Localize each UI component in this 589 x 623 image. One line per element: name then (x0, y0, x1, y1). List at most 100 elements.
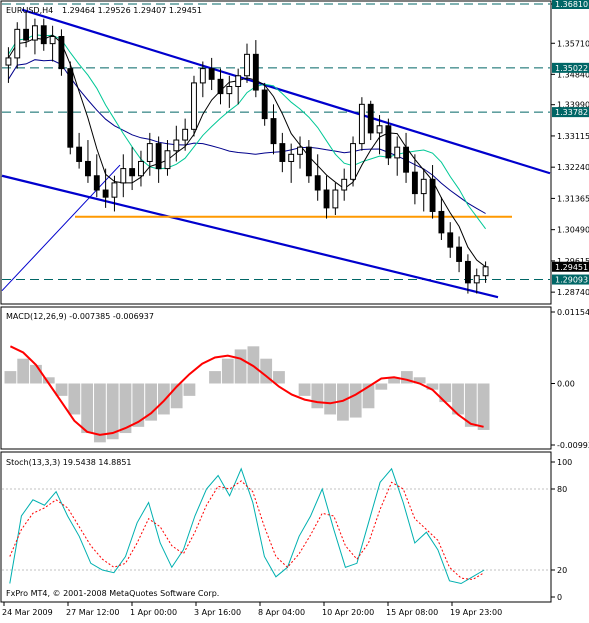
price-pane-frame (0, 0, 552, 305)
candle-body (385, 125, 392, 159)
candle-body (314, 175, 321, 191)
macd-bar (94, 383, 106, 443)
candle-body (341, 178, 348, 191)
candle-body (411, 171, 418, 195)
level-label-box (552, 274, 589, 285)
macd-bar (247, 346, 260, 384)
current-price-box (552, 261, 589, 272)
price-tick-label: 1.31365 (557, 194, 589, 203)
candle-body (49, 35, 56, 45)
macd-bar (81, 383, 94, 434)
macd-bar (119, 383, 132, 434)
macd-bar (234, 349, 247, 384)
macd-bar (4, 371, 17, 384)
stoch-tick-label: 0 (557, 593, 562, 602)
candle-body (173, 139, 180, 152)
level-label: 1.36810 (555, 0, 588, 9)
macd-tick-label: -0.00993 (557, 441, 589, 450)
price-tick-label: 1.28740 (557, 288, 589, 297)
macd-bar (337, 383, 349, 421)
candle-body (5, 57, 12, 66)
candle-body (40, 25, 47, 45)
level-label-box (552, 62, 589, 73)
macd-bar (324, 383, 337, 415)
macd-bar (311, 383, 324, 409)
candle-body (191, 82, 197, 130)
stoch-tick-label: 100 (557, 458, 572, 467)
stoch-signal-line (9, 480, 485, 581)
time-tick-label: 10 Apr 20:00 (322, 608, 374, 617)
macd-bar (273, 371, 285, 384)
candle-body (217, 78, 224, 95)
level-label: 1.33782 (555, 108, 588, 117)
price-pane (1, 3, 551, 299)
candle-body (252, 53, 259, 91)
level-label: 1.35022 (555, 64, 588, 73)
stoch-tick-label: 20 (557, 566, 567, 575)
candle-body (111, 182, 118, 198)
macd-bar (42, 377, 55, 384)
candle-body (235, 75, 242, 87)
candle-body (482, 266, 489, 277)
macd-title: MACD(12,26,9) -0.007385 -0.006937 (6, 312, 154, 321)
candle-body (403, 146, 409, 173)
candle-body (288, 153, 295, 162)
candle-body (438, 210, 445, 234)
macd-tick-label: 0.00 (557, 379, 575, 388)
candle-body (358, 103, 365, 145)
candle-body (473, 275, 480, 284)
macd-bar (388, 377, 400, 384)
candle-body (332, 189, 339, 209)
candle-body (23, 28, 30, 41)
level-label-box (552, 0, 589, 9)
candle-body (58, 35, 65, 70)
level-label: 1.29093 (555, 276, 588, 285)
macd-bar (145, 383, 157, 421)
macd-tick-label: 0.01154 (557, 308, 589, 317)
candle-body (456, 246, 463, 262)
stoch-pane (2, 467, 550, 585)
candle-body (129, 168, 136, 177)
candle-body (76, 146, 83, 162)
candle-body (208, 68, 215, 80)
copyright-text: FxPro MT4, © 2001-2008 MetaQuotes Softwa… (6, 589, 219, 598)
macd-bar (413, 377, 426, 384)
macd-pane (4, 345, 490, 443)
candle-body (447, 232, 454, 248)
macd-bar (68, 383, 81, 415)
thin-trendline (1, 164, 121, 292)
price-tick-label: 1.33990 (557, 101, 589, 110)
candle-body (297, 146, 303, 155)
candle-body (138, 160, 144, 177)
stoch-tick-label: 80 (557, 485, 567, 494)
macd-bar (477, 383, 490, 430)
price-tick-label: 1.34840 (557, 70, 589, 79)
candle-body (31, 25, 38, 41)
price-tick-label: 1.35710 (557, 39, 589, 48)
price-tick-label: 1.32240 (557, 163, 589, 172)
time-tick-label: 3 Apr 16:00 (194, 608, 241, 617)
macd-bar (157, 383, 170, 415)
candle-body (164, 150, 171, 170)
macd-bar (30, 364, 42, 384)
candle-body (305, 146, 312, 177)
candle-body (226, 85, 233, 95)
macd-signal-line (9, 345, 484, 436)
time-tick-label: 15 Apr 08:00 (386, 608, 438, 617)
macd-bar (439, 383, 452, 403)
macd-bar (106, 383, 119, 440)
time-tick-label: 24 Mar 2009 (2, 608, 53, 617)
macd-bar (132, 383, 145, 427)
candle-body (146, 143, 153, 162)
candle-body (244, 53, 250, 77)
candle-body (85, 160, 91, 177)
candle-body (420, 178, 427, 195)
macd-bar (209, 371, 221, 384)
candle-body (279, 143, 286, 162)
time-tick-label: 27 Mar 12:00 (66, 608, 119, 617)
candle-body (464, 260, 471, 284)
macd-bar (464, 383, 477, 427)
candle-body (367, 103, 374, 134)
